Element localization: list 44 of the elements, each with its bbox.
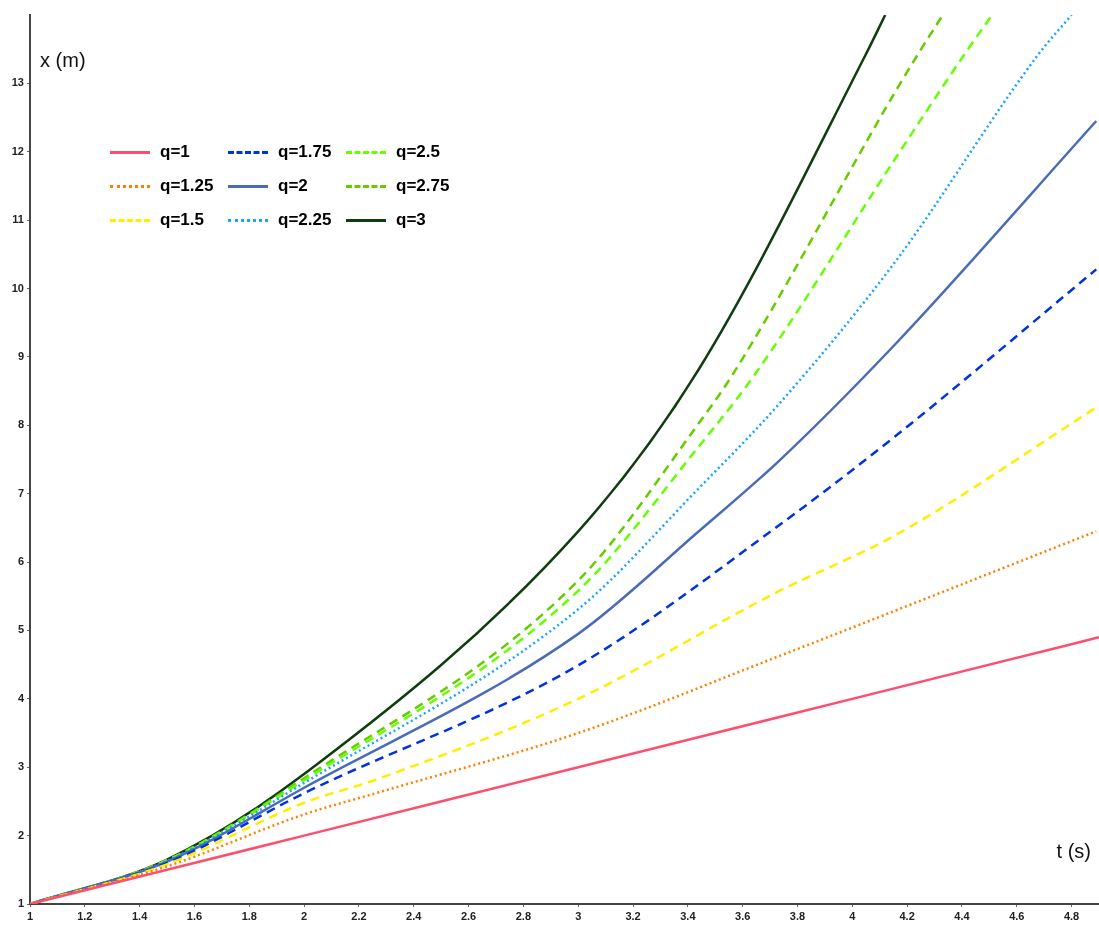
x-tick-label: 2.4: [406, 909, 423, 922]
y-tick-label: 8: [17, 418, 24, 431]
x-tick-label: 2.2: [351, 909, 367, 922]
y-tick-label: 4: [17, 691, 25, 704]
y-tick-label: 1: [17, 897, 24, 910]
x-tick-label: 3.8: [789, 909, 806, 922]
y-tick-label: 11: [12, 213, 24, 226]
x-tick-label: 1.8: [241, 909, 257, 922]
x-tick-label: 3.6: [735, 909, 751, 922]
x-tick-label: 1.4: [131, 909, 149, 922]
legend-label: q=1.75: [278, 142, 332, 162]
legend-label: q=3: [396, 210, 426, 230]
x-tick-label: 4.8: [1063, 909, 1080, 922]
legend-label: q=1: [160, 142, 190, 162]
x-tick-label: 1.6: [186, 909, 203, 922]
x-tick-label: 3: [575, 909, 582, 922]
y-tick-label: 3: [17, 760, 24, 773]
legend-label: q=2.5: [396, 142, 440, 162]
x-tick-label: 4.4: [954, 909, 971, 922]
y-tick-label: 12: [11, 144, 24, 157]
legend-label: q=2.75: [396, 176, 450, 196]
legend-label: q=1.25: [160, 176, 214, 196]
legend-label: q=1.5: [160, 210, 204, 230]
y-tick-label: 2: [17, 828, 24, 841]
y-tick-label: 9: [17, 349, 24, 362]
y-tick-label: 6: [17, 555, 24, 568]
x-tick-label: 3.2: [625, 909, 641, 922]
x-tick-label: 2: [301, 909, 308, 922]
legend-label: q=2: [278, 176, 308, 196]
x-tick-label: 1: [26, 909, 34, 922]
y-tick-label: 5: [17, 623, 24, 636]
x-tick-label: 1.2: [77, 909, 93, 922]
y-axis-title: x (m): [40, 49, 86, 72]
x-tick-label: 4.2: [899, 909, 915, 922]
y-tick-label: 13: [11, 76, 24, 89]
x-tick-label: 4.6: [1009, 909, 1025, 922]
x-tick-label: 4: [849, 909, 857, 922]
x-tick-label: 2.6: [460, 909, 477, 922]
y-tick-label: 7: [17, 486, 24, 499]
x-tick-label: 2.8: [515, 909, 532, 922]
legend-label: q=2.25: [278, 210, 332, 230]
x-tick-label: 3.4: [680, 909, 697, 922]
y-tick-label: 10: [11, 281, 24, 294]
x-axis-title: t (s): [1056, 839, 1091, 862]
